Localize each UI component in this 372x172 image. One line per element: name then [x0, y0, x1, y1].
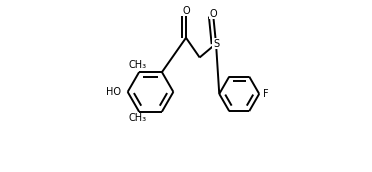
- Text: S: S: [213, 39, 219, 49]
- Text: O: O: [209, 9, 217, 19]
- Text: O: O: [182, 6, 190, 16]
- Text: CH₃: CH₃: [128, 60, 147, 70]
- Text: CH₃: CH₃: [128, 114, 147, 123]
- Text: F: F: [263, 89, 268, 99]
- Text: HO: HO: [106, 87, 121, 97]
